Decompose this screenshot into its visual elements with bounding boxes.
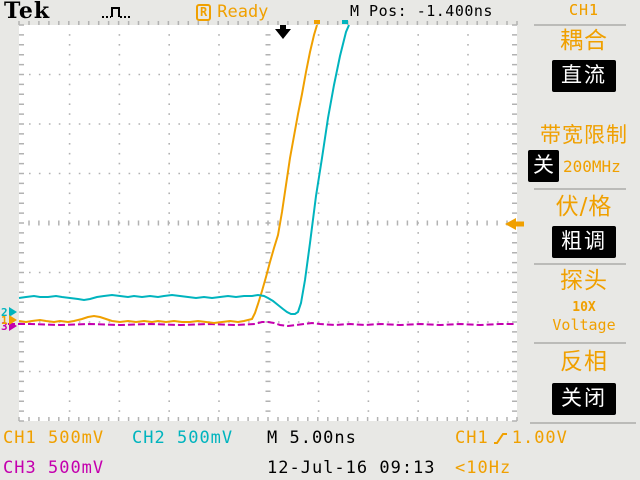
ch1-scale-readout: CH1 500mV: [3, 428, 104, 448]
bandwidth-limit-option[interactable]: 关 200MHz: [528, 150, 640, 182]
coupling-label: 耦合: [560, 28, 608, 54]
rising-edge-icon: [493, 432, 507, 444]
trigger-source: CH1: [455, 428, 489, 448]
ch1-position-marker[interactable]: 1: [1, 314, 17, 327]
trigger-frequency-readout: <10Hz: [455, 458, 512, 478]
probe-label: 探头: [560, 268, 608, 294]
menu-separator: [534, 263, 626, 265]
horizontal-position-readout: M Pos: -1.400ns: [350, 2, 493, 20]
trigger-level-arrow[interactable]: [505, 218, 524, 230]
invert-option[interactable]: 关闭: [528, 383, 640, 415]
ch2-scale: 500mV: [176, 428, 234, 448]
ch1-name: CH1: [3, 428, 37, 448]
waveform-traces: [8, 24, 516, 328]
volts-per-div-label: 伏/格: [555, 194, 613, 220]
bandwidth-limit-frequency: 200MHz: [563, 156, 621, 176]
coupling-value[interactable]: 直流: [552, 60, 616, 92]
graticule-grid: [18, 21, 518, 422]
ch2-name: CH2: [132, 428, 166, 448]
trigger-readout: CH1 1.00V: [455, 428, 568, 448]
svg-text:1: 1: [1, 314, 8, 327]
trigger-waveform-icon: [102, 7, 130, 18]
active-channel-label: CH1: [568, 1, 600, 19]
menu-separator: [534, 342, 626, 344]
volts-per-div-value[interactable]: 粗调: [552, 226, 616, 258]
invert-value[interactable]: 关闭: [552, 383, 616, 415]
ch3-scale: 500mV: [47, 458, 105, 478]
trace-ch2: [18, 24, 350, 315]
tek-logo: Tek: [4, 0, 51, 24]
ch2-position-marker[interactable]: 2: [1, 306, 17, 319]
acquisition-status: R Ready: [196, 2, 268, 22]
ch1-scale: 500mV: [47, 428, 105, 448]
ch3-scale-readout: CH3 500mV: [3, 458, 104, 478]
ch2-clip-indicator: [342, 20, 348, 24]
ch2-scale-readout: CH2 500mV: [132, 428, 233, 448]
datetime-readout: 12-Jul-16 09:13: [267, 458, 436, 478]
menu-title-channel: CH1: [568, 1, 600, 19]
trace-ch3: [8, 321, 516, 328]
menu-separator: [534, 188, 626, 190]
probe-attenuation[interactable]: 10X: [572, 300, 596, 315]
trace-ch1: [18, 24, 318, 325]
invert-label: 反相: [560, 349, 608, 375]
timebase-readout: M 5.00ns: [267, 428, 357, 448]
ready-badge-icon: R: [196, 3, 212, 21]
volts-per-div-option[interactable]: 粗调: [528, 226, 640, 258]
ch3-name: CH3: [3, 458, 37, 478]
bandwidth-limit-label: 带宽限制: [540, 123, 628, 147]
menu-separator: [534, 24, 626, 26]
acquisition-status-text: Ready: [217, 2, 269, 22]
menu-separator: [530, 422, 636, 424]
coupling-option[interactable]: 直流: [528, 60, 640, 92]
svg-text:2: 2: [1, 306, 8, 319]
trigger-level: 1.00V: [511, 428, 568, 448]
probe-type[interactable]: Voltage: [552, 316, 616, 334]
ch1-clip-indicator: [314, 20, 320, 24]
trigger-position-marker[interactable]: [275, 25, 291, 39]
svg-text:3: 3: [1, 320, 8, 333]
bandwidth-limit-value[interactable]: 关: [528, 150, 559, 182]
